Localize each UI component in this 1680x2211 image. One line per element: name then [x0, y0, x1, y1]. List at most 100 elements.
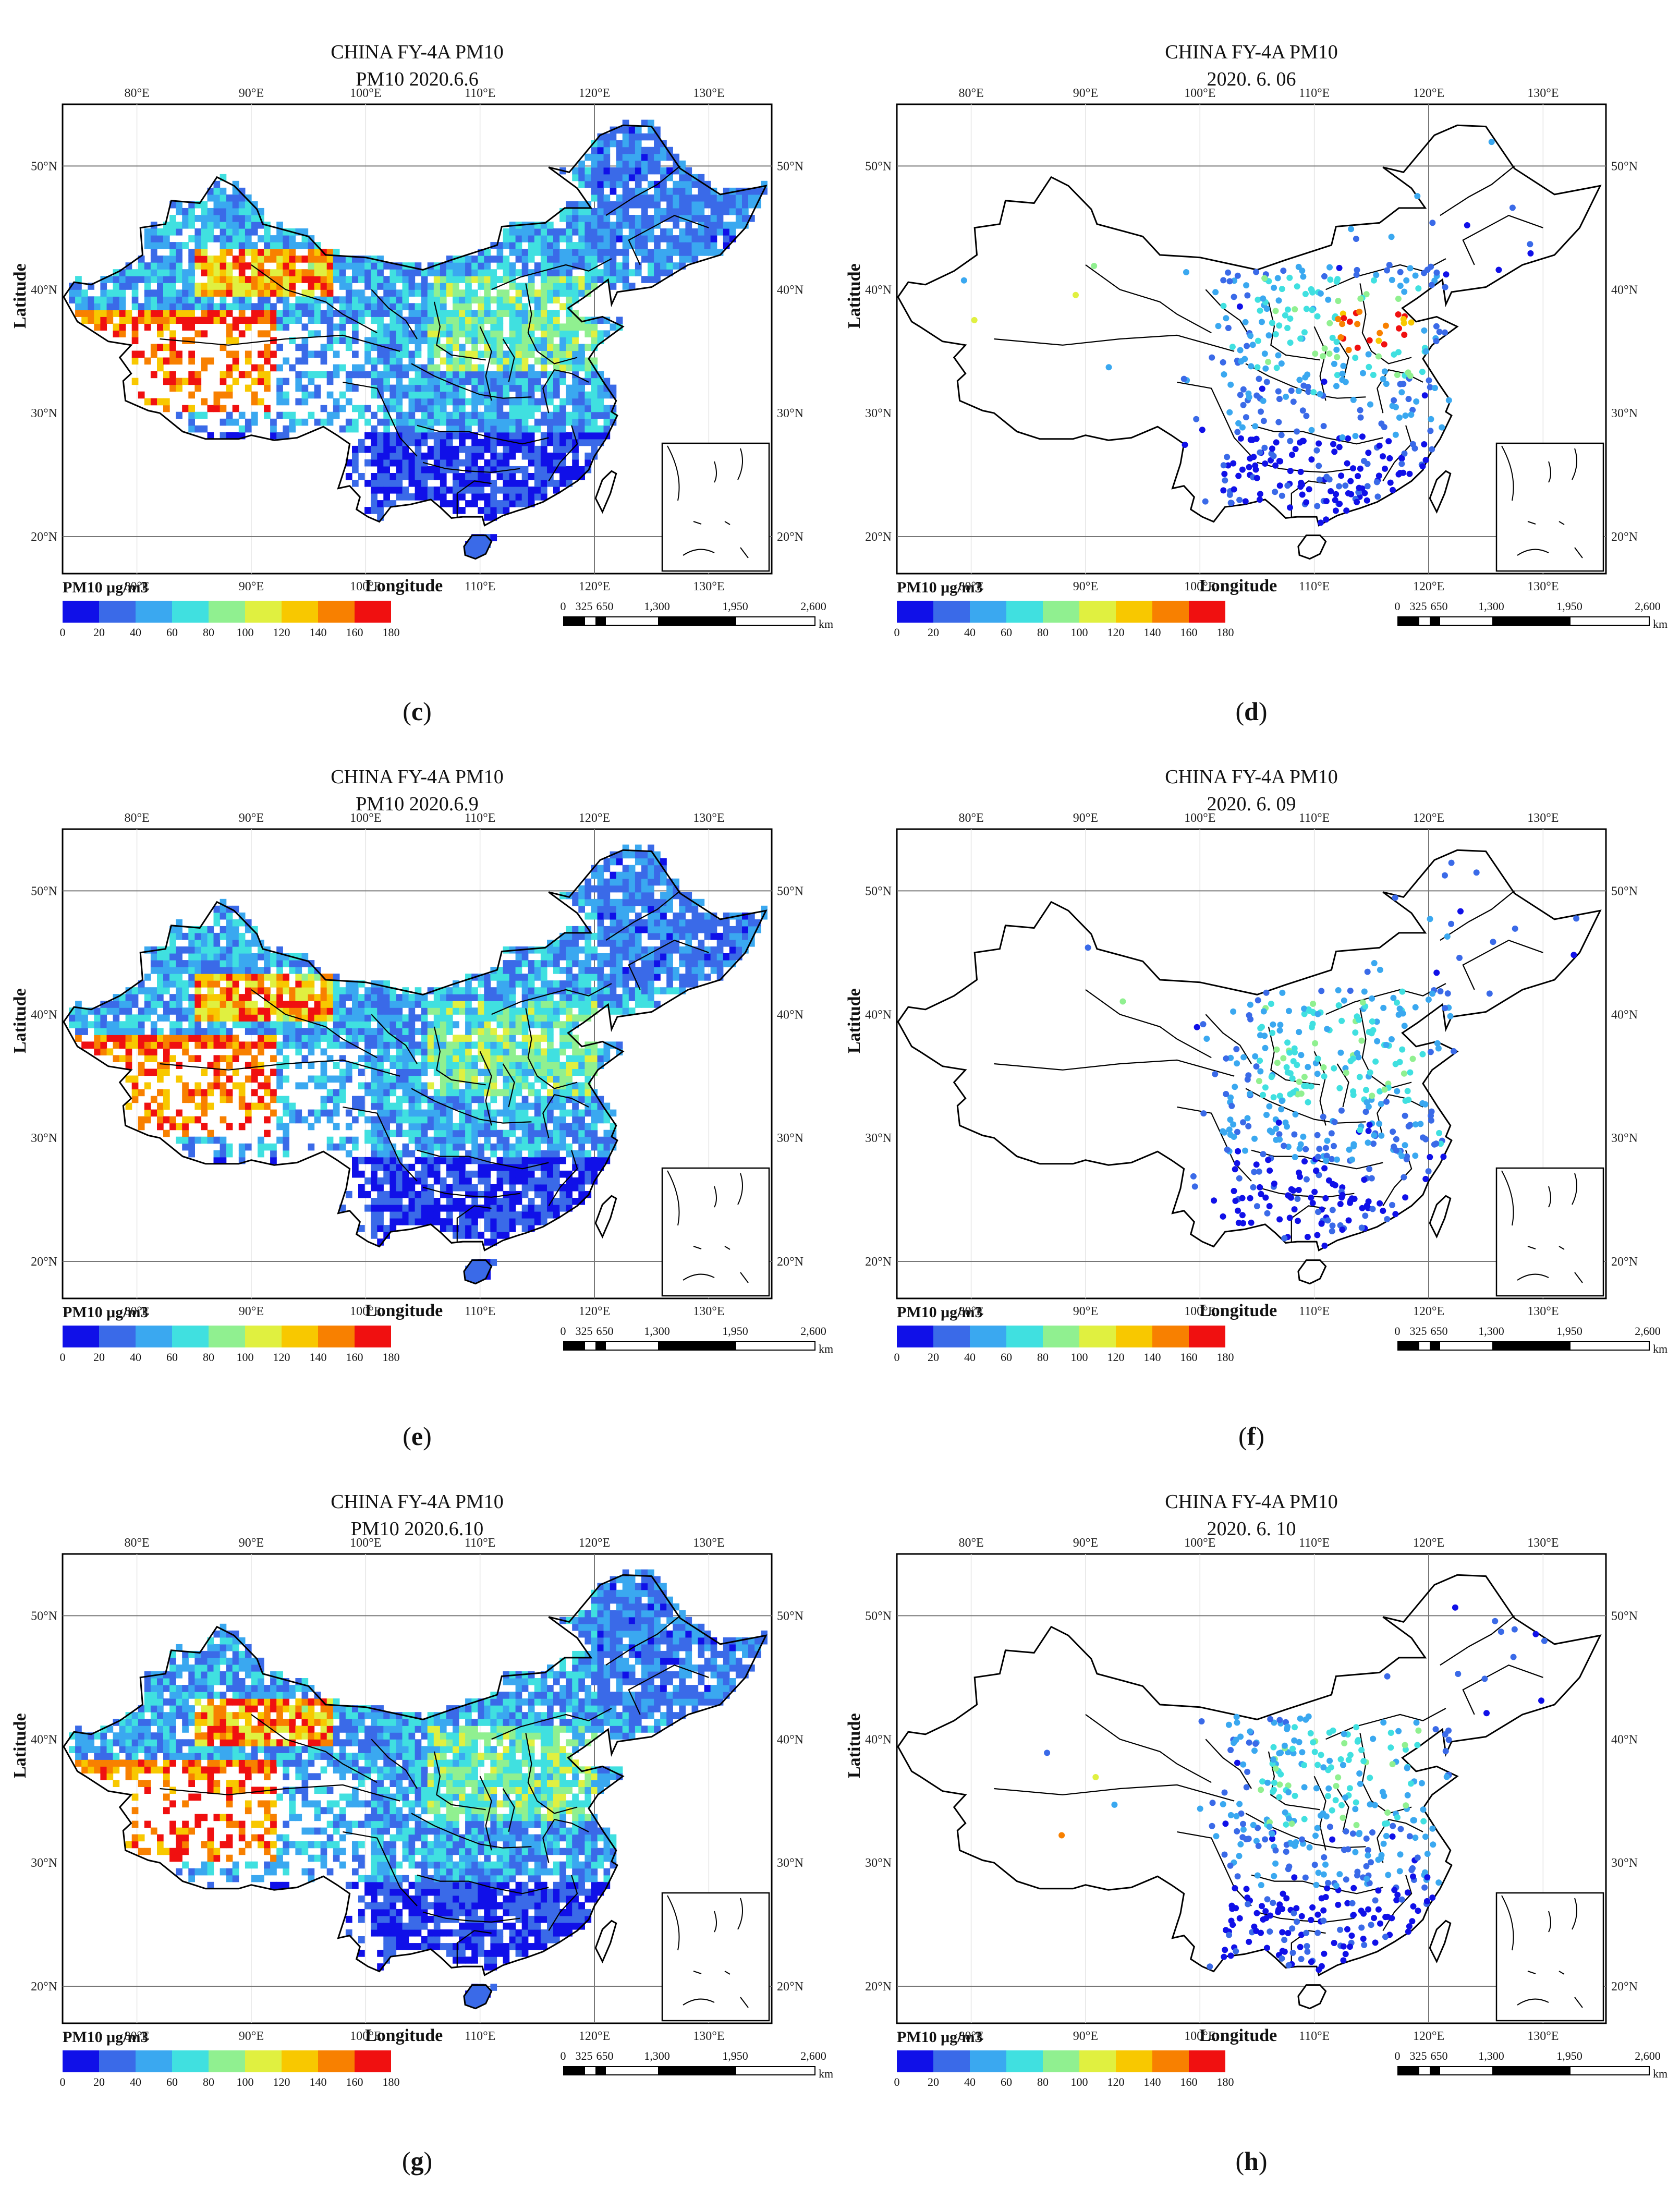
legend-swatch — [1006, 1326, 1043, 1347]
station-point — [1254, 1910, 1260, 1916]
x-axis-label: Longitude — [365, 1301, 443, 1321]
scale-segment — [1419, 1342, 1430, 1350]
station-point — [1357, 407, 1364, 414]
station-point — [1296, 1170, 1302, 1176]
station-point — [1442, 1005, 1448, 1011]
map-title: CHINA FY-4A PM10 — [0, 766, 834, 788]
station-point — [1413, 1004, 1419, 1011]
legend-tick-label: 180 — [383, 2075, 400, 2089]
station-point — [1352, 1806, 1358, 1812]
station-point — [1284, 1123, 1290, 1129]
station-point — [1389, 1202, 1395, 1208]
station-point — [1377, 443, 1383, 449]
station-point — [1354, 267, 1360, 273]
lon-tick-top: 120°E — [1413, 1536, 1444, 1550]
station-point — [1341, 1731, 1347, 1737]
station-point — [1391, 351, 1397, 358]
station-point — [1257, 1184, 1263, 1190]
legend-swatch — [1152, 2050, 1189, 2072]
station-point — [1341, 1740, 1347, 1746]
station-point — [1281, 1235, 1287, 1242]
station-point — [1316, 1869, 1322, 1876]
station-point — [1271, 1873, 1277, 1879]
station-point — [1408, 411, 1414, 418]
station-point — [1408, 1867, 1415, 1873]
station-point — [1302, 1875, 1309, 1881]
y-axis-label: Latitude — [845, 263, 865, 329]
scale-segment — [585, 2067, 595, 2074]
station-point — [1427, 1154, 1433, 1160]
station-point — [1369, 1018, 1375, 1025]
legend-tick-label: 80 — [203, 626, 214, 639]
legend-tick-label: 20 — [928, 2075, 939, 2089]
station-point — [1293, 446, 1299, 452]
scale-segment — [736, 2067, 814, 2074]
lon-tick-top: 90°E — [239, 811, 264, 825]
station-point — [1387, 1744, 1394, 1751]
station-point — [1344, 1926, 1350, 1933]
station-point — [1348, 226, 1354, 232]
station-point — [1343, 1828, 1349, 1835]
station-point — [1224, 1147, 1231, 1153]
station-point — [1220, 1801, 1226, 1807]
legend-tick-label: 60 — [166, 1351, 178, 1364]
station-point — [1369, 1092, 1375, 1099]
station-point — [1298, 1956, 1305, 1962]
lon-tick-top: 90°E — [1073, 811, 1098, 825]
station-point — [1236, 1220, 1242, 1226]
station-point — [1304, 1949, 1310, 1955]
legend-tick-label: 40 — [964, 2075, 976, 2089]
lat-tick-left: 20°N — [31, 530, 57, 544]
station-point — [1492, 1618, 1498, 1624]
station-point — [1412, 1835, 1418, 1841]
station-point — [1372, 1059, 1379, 1065]
station-point — [1321, 1951, 1327, 1957]
station-point — [1413, 1121, 1419, 1127]
station-point — [1365, 1906, 1371, 1913]
station-point — [1299, 492, 1306, 498]
station-point — [1250, 1822, 1257, 1828]
scale-label: 1,950 — [722, 2049, 748, 2063]
legend-tick-label: 180 — [1217, 2075, 1234, 2089]
station-point — [1532, 1631, 1539, 1637]
station-point — [1421, 270, 1427, 276]
station-point — [1319, 1895, 1325, 1901]
station-point — [1299, 1913, 1305, 1920]
y-axis-label: Latitude — [10, 263, 30, 329]
station-point — [1442, 872, 1448, 879]
legend-tick-label: 20 — [928, 1351, 939, 1364]
scale-segment — [1571, 1342, 1649, 1350]
station-point — [1455, 1671, 1461, 1677]
station-point — [1407, 265, 1414, 271]
station-point — [1391, 1887, 1397, 1893]
station-point — [1490, 939, 1496, 945]
station-point — [1314, 1232, 1320, 1238]
station-point — [1327, 1824, 1333, 1830]
station-point — [1343, 1951, 1349, 1957]
station-point — [1287, 438, 1293, 444]
station-point — [1397, 1005, 1403, 1012]
station-point — [1451, 1048, 1457, 1054]
station-point — [1509, 204, 1516, 211]
station-point — [1286, 1864, 1292, 1870]
station-point — [1318, 1752, 1324, 1758]
station-point — [1339, 377, 1345, 383]
station-point — [1244, 1784, 1250, 1790]
station-point — [1390, 487, 1396, 493]
station-point — [1258, 1882, 1264, 1888]
station-point — [1236, 1175, 1243, 1182]
scale-segment — [658, 1342, 736, 1350]
station-point — [1234, 1060, 1240, 1066]
station-point — [1411, 1817, 1417, 1824]
station-point — [1321, 379, 1328, 385]
station-point — [1390, 403, 1396, 409]
scale-label: 650 — [596, 1325, 614, 1338]
station-point — [1262, 366, 1269, 372]
legend-swatch — [970, 1326, 1006, 1347]
station-point — [1234, 1160, 1240, 1167]
station-point — [1380, 1789, 1386, 1795]
station-point — [1273, 1848, 1279, 1854]
scale-label: 650 — [1431, 2049, 1448, 2063]
lat-tick-left: 30°N — [31, 407, 57, 420]
